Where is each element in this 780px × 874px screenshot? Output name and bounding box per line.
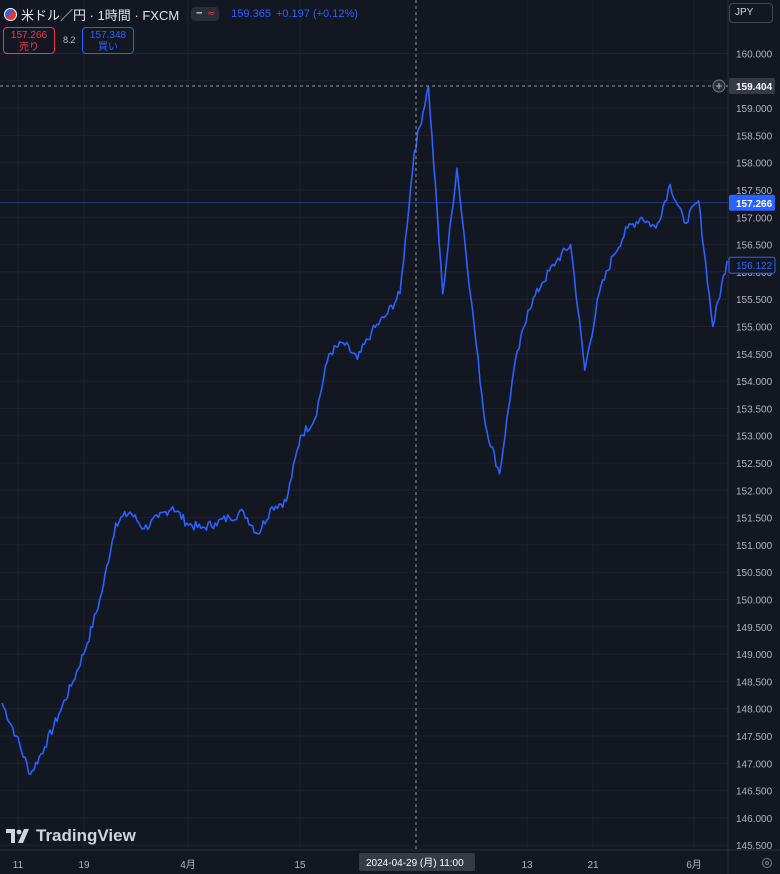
price-change: +0.197 (+0.12%) — [275, 8, 358, 20]
price-tick-label: 157.000 — [736, 213, 773, 224]
crosshair-time-box — [359, 853, 475, 871]
minus-icon[interactable]: ━ — [196, 9, 202, 19]
crosshair-price-label: 159.404 — [736, 82, 773, 93]
price-axis[interactable]: 160.000159.500159.000158.500158.000157.5… — [736, 50, 773, 853]
price-tick-label: 148.500 — [736, 677, 773, 688]
price-tick-label: 147.500 — [736, 732, 773, 743]
price-tick-label: 154.000 — [736, 377, 773, 388]
price-tick-label: 155.000 — [736, 323, 773, 334]
price-tick-label: 149.500 — [736, 623, 773, 634]
price-tick-label: 149.000 — [736, 650, 773, 661]
price-tick-label: 158.000 — [736, 159, 773, 170]
plus-icon — [716, 83, 722, 90]
price-tick-label: 146.000 — [736, 814, 773, 825]
sell-label: 売り — [19, 42, 39, 53]
price-tick-label: 147.000 — [736, 759, 773, 770]
sell-button[interactable]: 157.266 売り — [3, 27, 55, 54]
price-tick-label: 148.000 — [736, 705, 773, 716]
price-tick-label: 159.000 — [736, 104, 773, 115]
prev-price-box — [728, 256, 776, 274]
tradingview-brand: TradingView — [36, 826, 136, 845]
price-tick-label: 154.500 — [736, 350, 773, 361]
time-tick-label: 4月 — [180, 859, 196, 871]
chart-style-toggle[interactable]: ━ ≈ — [191, 7, 220, 21]
prev-price-label: 156.122 — [736, 261, 773, 272]
price-tick-label: 157.500 — [736, 186, 773, 197]
symbol-header[interactable]: 米ドル／円 · 1時間 · FXCM ━ ≈ 159.365 +0.197 (+… — [4, 5, 358, 23]
buy-label: 買い — [98, 42, 118, 53]
price-tick-label: 156.500 — [736, 241, 773, 252]
price-series-line — [1, 85, 728, 775]
symbol-title[interactable]: 米ドル／円 · 1時間 · FXCM — [21, 7, 180, 23]
currency-select[interactable]: JPY — [729, 3, 773, 23]
price-tick-label: 146.500 — [736, 787, 773, 798]
price-tick-label: 150.500 — [736, 568, 773, 579]
wave-icon[interactable]: ≈ — [207, 9, 215, 19]
settings-gear-icon[interactable] — [762, 858, 772, 868]
time-tick-label: 13 — [521, 860, 533, 871]
price-tick-label: 160.000 — [736, 50, 773, 61]
tradingview-logo[interactable]: TradingView — [6, 826, 136, 846]
current-price-label: 157.266 — [736, 199, 773, 210]
buy-price: 157.348 — [89, 30, 127, 41]
price-tick-label: 158.500 — [736, 131, 773, 142]
price-tick-label: 152.500 — [736, 459, 773, 470]
crosshair-price-box — [729, 78, 775, 95]
sell-price: 157.266 — [10, 30, 48, 41]
price-tick-label: 152.000 — [736, 486, 773, 497]
crosshair-time-label: 2024-04-29 (月) 11:00 — [366, 857, 464, 869]
price-tick-label: 145.500 — [736, 841, 773, 852]
time-tick-label: 15 — [294, 860, 306, 871]
time-tick-label: 6月 — [686, 859, 702, 871]
price-tick-label: 151.500 — [736, 514, 773, 525]
spread-value: 8.2 — [63, 35, 76, 45]
price-tick-label: 155.500 — [736, 295, 773, 306]
price-tick-label: 150.000 — [736, 596, 773, 607]
price-tick-label: 153.000 — [736, 432, 773, 443]
price-tick-label: 151.000 — [736, 541, 773, 552]
time-axis[interactable]: 11 19 4月 15 13 21 6月 — [13, 859, 702, 871]
price-tick-label: 153.500 — [736, 404, 773, 415]
time-tick-label: 21 — [587, 860, 599, 871]
current-price-box — [729, 194, 775, 211]
time-tick-label: 19 — [78, 860, 90, 871]
buy-button[interactable]: 157.348 買い — [82, 27, 134, 54]
us-jp-flag-icon — [4, 7, 17, 21]
last-price: 159.365 — [231, 8, 271, 20]
tradingview-logo-icon — [6, 829, 29, 843]
time-tick-label: 11 — [13, 860, 24, 871]
